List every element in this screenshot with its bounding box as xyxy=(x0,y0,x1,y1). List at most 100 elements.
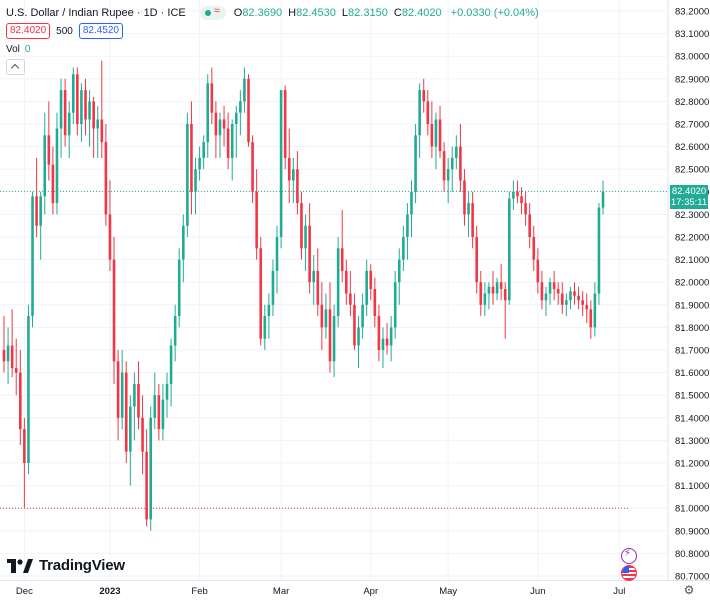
candle-body xyxy=(410,191,413,215)
candle-body xyxy=(88,101,91,120)
candle-body xyxy=(71,74,75,113)
tradingview-logo[interactable]: TradingView xyxy=(7,557,125,574)
candle-body xyxy=(96,119,100,129)
candle-body xyxy=(6,345,10,362)
candle-body xyxy=(402,237,405,260)
candle-body xyxy=(63,90,67,136)
price-axis[interactable]: 83.2000 83.1000 83.0000 82.9000 82.8000 82.70… xyxy=(667,0,709,583)
candle-body xyxy=(173,316,177,346)
candle-body xyxy=(59,90,63,129)
candle-body xyxy=(418,90,421,136)
candle-body xyxy=(361,304,364,328)
ohlc-values: O82.3690 H82.4530 L82.3150 C82.4020 +0.0… xyxy=(234,7,539,19)
time-axis[interactable]: Dec 2023 Feb Mar Apr May Jun Jul xyxy=(0,580,710,598)
last-price-tag: 82.4020 17:35:11 xyxy=(670,185,708,210)
volume-legend[interactable]: Vol 0 xyxy=(6,44,30,55)
candle-body xyxy=(593,293,597,328)
candle-body xyxy=(340,248,344,271)
change-value: +0.0330 (+0.04%) xyxy=(450,7,539,19)
candle-body xyxy=(442,151,446,181)
candle-body xyxy=(210,83,214,113)
candle-body xyxy=(35,196,38,226)
sell-price-button[interactable]: 82.4020 xyxy=(6,23,51,39)
candle-body xyxy=(51,164,55,204)
candle-body xyxy=(230,124,234,158)
candle-body xyxy=(487,286,491,294)
candle-body xyxy=(540,282,544,301)
candle-body xyxy=(524,203,527,215)
price-tick-label: 81.2000 xyxy=(675,459,709,470)
candle-body xyxy=(149,417,152,520)
chevron-up-icon[interactable] xyxy=(6,59,25,75)
us-flag-icon[interactable] xyxy=(621,565,637,581)
price-tick-label: 82.2000 xyxy=(675,233,709,244)
tradingview-logo-icon xyxy=(7,558,33,573)
candle-body xyxy=(499,282,503,289)
candle-body xyxy=(43,135,47,197)
spread-value: 500 xyxy=(56,25,73,37)
buy-price-button[interactable]: 82.4520 xyxy=(78,23,123,39)
price-tick-label: 81.5000 xyxy=(675,391,709,402)
volume-value: 0 xyxy=(24,44,31,55)
candle-body xyxy=(508,198,511,301)
candle-body xyxy=(328,309,332,362)
time-tick-label: Dec xyxy=(16,586,33,597)
candle-body xyxy=(206,83,210,143)
market-status-icon[interactable] xyxy=(199,5,226,20)
candle-body xyxy=(243,78,246,102)
candle-body xyxy=(463,180,466,215)
candle-body xyxy=(214,112,218,136)
price-tick-label: 82.1000 xyxy=(675,255,709,266)
candle-body xyxy=(548,282,552,294)
bolt-icon[interactable] xyxy=(621,548,637,564)
candle-body xyxy=(202,142,205,158)
price-tick-label: 81.8000 xyxy=(675,323,709,334)
candle-body xyxy=(544,293,548,301)
candle-body xyxy=(80,90,83,124)
candle-body xyxy=(10,345,14,369)
candle-body xyxy=(455,146,458,158)
price-tick-label: 81.7000 xyxy=(675,346,709,357)
candle-body xyxy=(552,282,556,289)
candle-body xyxy=(308,225,311,283)
price-tick-label: 81.1000 xyxy=(675,481,709,492)
candle-body xyxy=(120,372,124,418)
close-value: 82.4020 xyxy=(401,7,442,19)
candle-body xyxy=(528,214,531,237)
time-tick-label: Mar xyxy=(273,586,289,597)
low-label: L xyxy=(341,7,349,19)
candle-body xyxy=(23,429,26,463)
price-tick-label: 81.9000 xyxy=(675,300,709,311)
candle-body xyxy=(422,90,426,102)
candle-body xyxy=(92,101,95,129)
price-tick-label: 83.0000 xyxy=(675,52,709,63)
candle-body xyxy=(194,169,197,192)
candle-body xyxy=(2,350,6,362)
gear-icon[interactable]: ⚙ xyxy=(683,583,695,597)
time-tick-label: 2023 xyxy=(99,586,120,597)
candle-body xyxy=(198,157,201,170)
time-tick-label: Feb xyxy=(191,586,207,597)
candle-body xyxy=(491,286,495,294)
candle-body xyxy=(47,135,51,165)
candle-body xyxy=(459,146,462,181)
price-tick-label: 80.8000 xyxy=(675,549,709,560)
candle-body xyxy=(345,270,348,294)
candle-body xyxy=(467,203,470,215)
time-tick-label: Jul xyxy=(613,586,625,597)
brand-name: TradingView xyxy=(39,557,125,574)
candle-body xyxy=(353,304,356,346)
candle-body xyxy=(601,191,605,208)
symbol-title[interactable]: U.S. Dollar / Indian Rupee · 1D · ICE xyxy=(6,7,186,19)
quote-row: 82.4020 500 82.4520 xyxy=(6,23,123,39)
last-price-value: 82.4020 xyxy=(671,186,707,198)
candle-body xyxy=(296,169,299,204)
candle-body xyxy=(414,135,417,192)
open-label: O xyxy=(233,7,243,19)
candle-body xyxy=(446,169,450,181)
candle-body xyxy=(438,119,442,152)
candle-body xyxy=(283,90,287,158)
candle-body xyxy=(165,383,169,400)
candle-body xyxy=(336,248,340,317)
